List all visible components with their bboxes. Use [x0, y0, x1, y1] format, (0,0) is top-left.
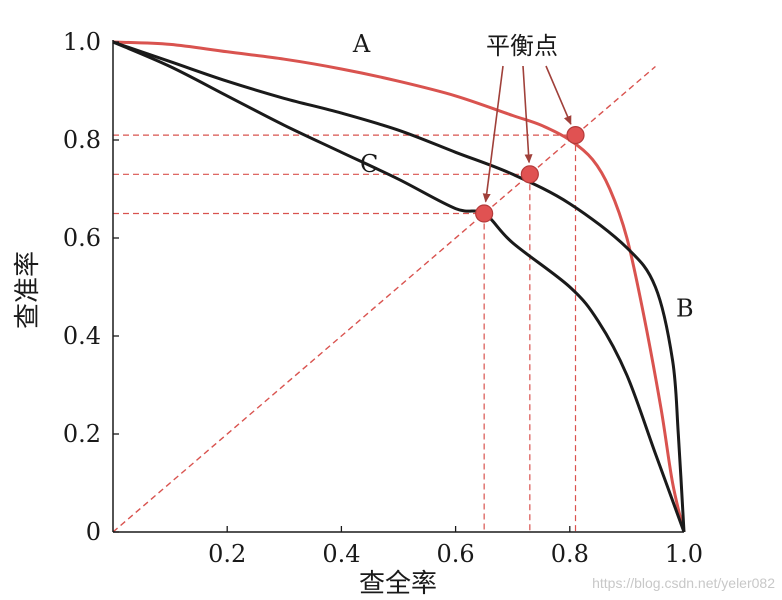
y-tick-label-4: 0.8 — [63, 126, 101, 154]
annotation-arrow-2 — [545, 65, 572, 125]
curve-a — [112, 40, 686, 533]
y-tick-label-2: 0.4 — [63, 322, 101, 350]
y-tick-label-0: 0 — [86, 518, 101, 546]
curve-label-b: B — [676, 295, 694, 323]
x-tick-label-0: 0.2 — [208, 540, 246, 568]
y-tick-label-5: 1.0 — [63, 28, 101, 56]
curve-b — [112, 40, 686, 533]
y-tick-label-1: 0.2 — [63, 420, 101, 448]
x-axis-title: 查全率 — [359, 569, 437, 599]
y-axis-title: 查准率 — [13, 251, 43, 329]
curve-label-c: C — [360, 150, 378, 178]
equilibrium-point-1 — [520, 165, 539, 184]
equilibrium-point-2 — [566, 126, 585, 145]
x-tick-label-2: 0.6 — [437, 540, 475, 568]
curve-layer — [112, 40, 686, 533]
axes-layer — [112, 40, 685, 533]
y-tick-label-3: 0.6 — [63, 224, 101, 252]
x-tick-label-1: 0.4 — [322, 540, 360, 568]
equilibrium-points-layer — [475, 65, 585, 223]
curve-c — [112, 40, 686, 533]
diagonal-reference-line — [112, 65, 656, 533]
equilibrium-annotation: 平衡点 — [486, 32, 558, 60]
curve-label-a: A — [352, 30, 371, 58]
x-tick-label-3: 0.8 — [551, 540, 589, 568]
annotation-arrow-0 — [482, 65, 504, 203]
watermark: https://blog.csdn.net/yeler082 — [592, 575, 775, 591]
x-tick-label-4: 1.0 — [665, 540, 703, 568]
annotation-arrow-1 — [522, 65, 533, 164]
reference-layer — [112, 65, 656, 533]
equilibrium-point-0 — [475, 204, 494, 223]
text-layer: 查全率 查准率 平衡点 https://blog.csdn.net/yeler0… — [13, 28, 775, 599]
